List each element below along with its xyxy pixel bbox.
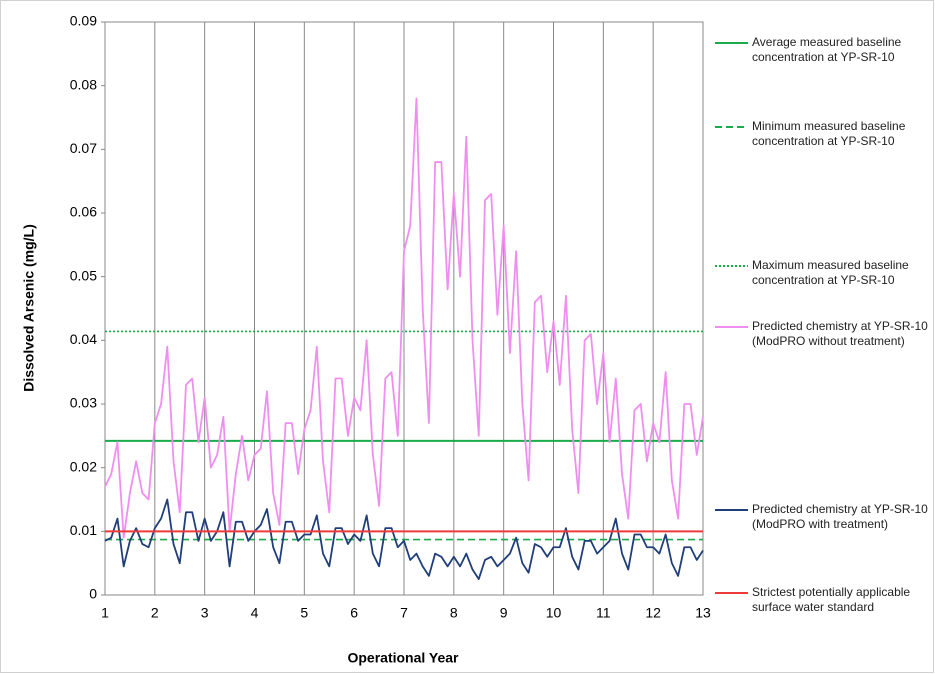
x-tick-label: 11 [596, 605, 611, 621]
legend-label: Predicted chemistry at YP-SR-10 (ModPRO … [752, 502, 928, 531]
legend-label: Maximum measured baseline concentration … [752, 258, 909, 287]
y-tick-label: 0.08 [70, 76, 97, 92]
x-axis-label: Operational Year [347, 650, 459, 666]
y-axis-label: Dissolved Arsenic (mg/L) [21, 224, 37, 392]
x-tick-label: 12 [645, 605, 661, 621]
x-tick-label: 3 [201, 605, 209, 621]
x-tick-label: 5 [300, 605, 308, 621]
y-tick-label: 0.03 [70, 395, 97, 411]
legend-label: Minimum measured baseline concentration … [752, 119, 906, 148]
data-line [104, 97, 704, 539]
legend-label: Strictest potentially applicable surface… [752, 585, 911, 614]
x-tick-label: 8 [450, 605, 458, 621]
x-tick-label: 7 [400, 605, 408, 621]
y-tick-label: 0.09 [70, 13, 97, 29]
x-tick-label: 13 [695, 605, 711, 621]
y-tick-label: 0.04 [70, 331, 97, 347]
y-tick-label: 0.02 [70, 458, 97, 474]
y-tick-label: 0.07 [70, 140, 97, 156]
x-tick-label: 10 [546, 605, 562, 621]
legend-label: Average measured baseline concentration … [752, 35, 902, 64]
y-tick-label: 0.01 [70, 522, 97, 538]
y-tick-label: 0.06 [70, 204, 97, 220]
x-tick-label: 2 [151, 605, 159, 621]
x-tick-label: 1 [101, 605, 109, 621]
y-tick-label: 0 [89, 586, 97, 602]
y-tick-label: 0.05 [70, 267, 97, 283]
x-tick-label: 9 [500, 605, 508, 621]
x-tick-label: 4 [251, 605, 259, 621]
legend-label: Predicted chemistry at YP-SR-10 (ModPRO … [752, 319, 928, 348]
data-line [104, 498, 704, 580]
x-tick-label: 6 [350, 605, 358, 621]
